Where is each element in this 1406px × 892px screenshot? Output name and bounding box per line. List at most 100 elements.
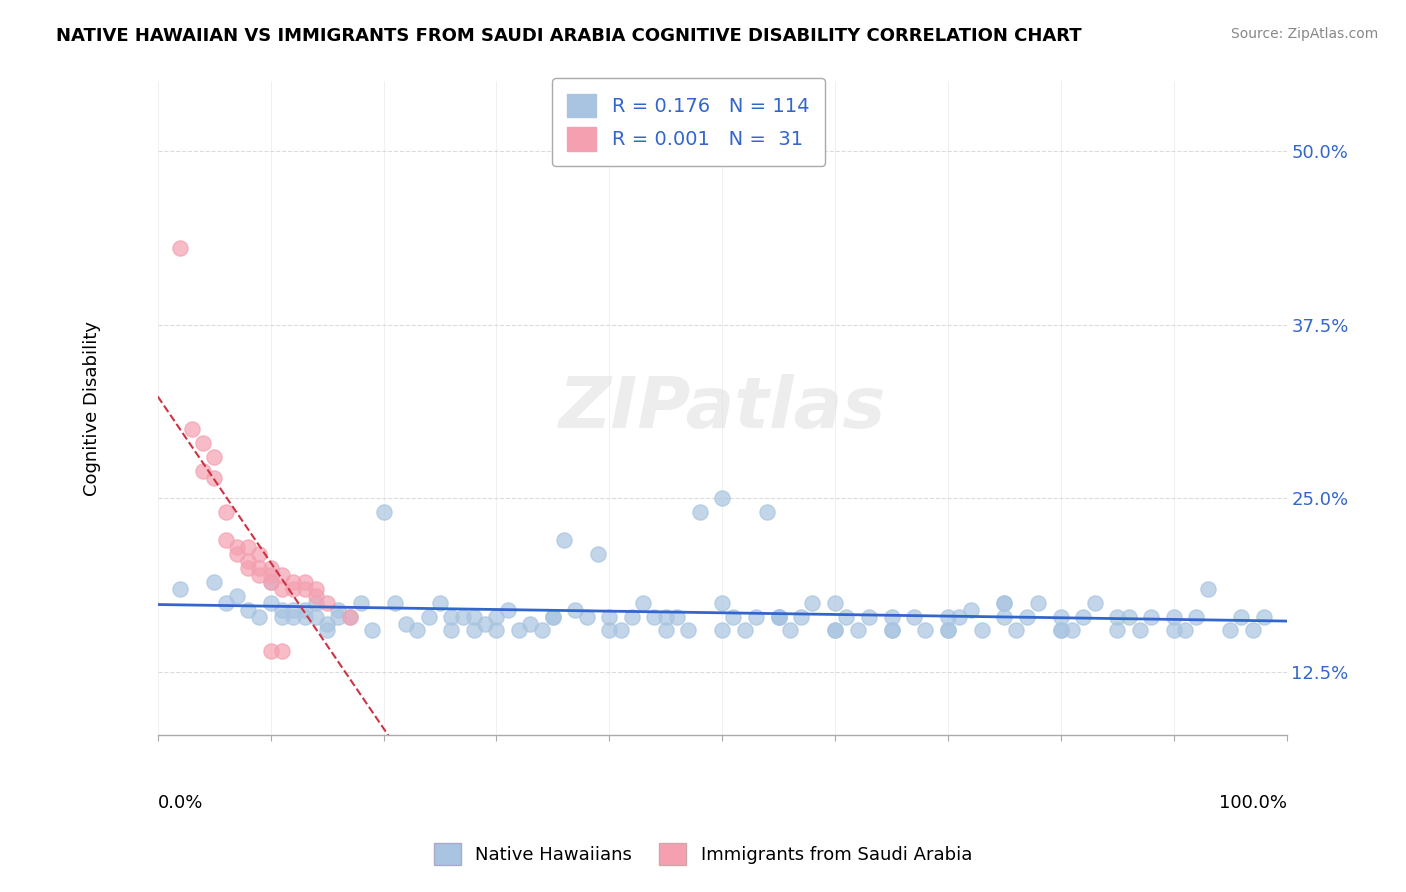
Point <box>824 624 846 638</box>
Point <box>191 464 214 478</box>
Point <box>305 582 328 596</box>
Point <box>1026 596 1049 610</box>
Point <box>666 609 689 624</box>
Point <box>631 596 654 610</box>
Point <box>339 609 361 624</box>
Point <box>508 624 530 638</box>
Point <box>745 609 768 624</box>
Point <box>768 609 790 624</box>
Point <box>519 616 541 631</box>
Point <box>283 574 305 589</box>
Point <box>305 609 328 624</box>
Point <box>294 574 316 589</box>
Point <box>214 533 236 548</box>
Point <box>564 602 586 616</box>
Point <box>247 547 270 561</box>
Point <box>214 505 236 519</box>
Point <box>214 596 236 610</box>
Point <box>271 568 294 582</box>
Point <box>598 624 620 638</box>
Point <box>395 616 418 631</box>
Point <box>880 624 903 638</box>
Point <box>1107 624 1129 638</box>
Point <box>463 624 485 638</box>
Point <box>202 450 225 464</box>
Point <box>271 602 294 616</box>
Point <box>283 602 305 616</box>
Point <box>406 624 429 638</box>
Point <box>260 574 283 589</box>
Point <box>384 596 406 610</box>
Point <box>1107 609 1129 624</box>
Point <box>914 624 936 638</box>
Point <box>858 609 880 624</box>
Point <box>474 616 496 631</box>
Point <box>936 609 959 624</box>
Point <box>1174 624 1197 638</box>
Point <box>260 561 283 575</box>
Point <box>936 624 959 638</box>
Point <box>236 602 259 616</box>
Point <box>768 609 790 624</box>
Point <box>271 582 294 596</box>
Point <box>373 505 395 519</box>
Text: 0.0%: 0.0% <box>157 794 202 812</box>
Point <box>1219 624 1241 638</box>
Point <box>541 609 564 624</box>
Point <box>305 589 328 603</box>
Point <box>575 609 598 624</box>
Point <box>530 624 553 638</box>
Point <box>418 609 440 624</box>
Point <box>339 609 361 624</box>
Text: Source: ZipAtlas.com: Source: ZipAtlas.com <box>1230 27 1378 41</box>
Point <box>959 602 981 616</box>
Point <box>880 609 903 624</box>
Point <box>936 624 959 638</box>
Point <box>485 609 508 624</box>
Point <box>801 596 824 610</box>
Point <box>903 609 925 624</box>
Point <box>993 596 1015 610</box>
Point <box>429 596 451 610</box>
Point <box>202 574 225 589</box>
Point <box>180 422 202 436</box>
Point <box>1253 609 1275 624</box>
Point <box>1197 582 1219 596</box>
Point <box>790 609 813 624</box>
Point <box>1118 609 1140 624</box>
Point <box>328 609 350 624</box>
Point <box>361 624 384 638</box>
Point <box>620 609 643 624</box>
Point <box>451 609 474 624</box>
Point <box>756 505 779 519</box>
Point <box>328 602 350 616</box>
Point <box>191 435 214 450</box>
Point <box>734 624 756 638</box>
Point <box>260 568 283 582</box>
Point <box>1140 609 1163 624</box>
Point <box>225 540 247 554</box>
Point <box>1129 624 1152 638</box>
Point <box>948 609 970 624</box>
Point <box>247 561 270 575</box>
Point <box>1163 624 1185 638</box>
Legend: R = 0.176   N = 114, R = 0.001   N =  31: R = 0.176 N = 114, R = 0.001 N = 31 <box>551 78 825 167</box>
Point <box>711 596 734 610</box>
Point <box>835 609 858 624</box>
Point <box>553 533 575 548</box>
Point <box>1004 624 1026 638</box>
Point <box>260 574 283 589</box>
Point <box>440 609 463 624</box>
Point <box>824 624 846 638</box>
Point <box>236 540 259 554</box>
Point <box>970 624 993 638</box>
Point <box>643 609 665 624</box>
Point <box>655 624 678 638</box>
Point <box>294 582 316 596</box>
Point <box>846 624 869 638</box>
Point <box>1163 609 1185 624</box>
Point <box>247 568 270 582</box>
Point <box>169 241 191 255</box>
Point <box>247 609 270 624</box>
Point <box>768 609 790 624</box>
